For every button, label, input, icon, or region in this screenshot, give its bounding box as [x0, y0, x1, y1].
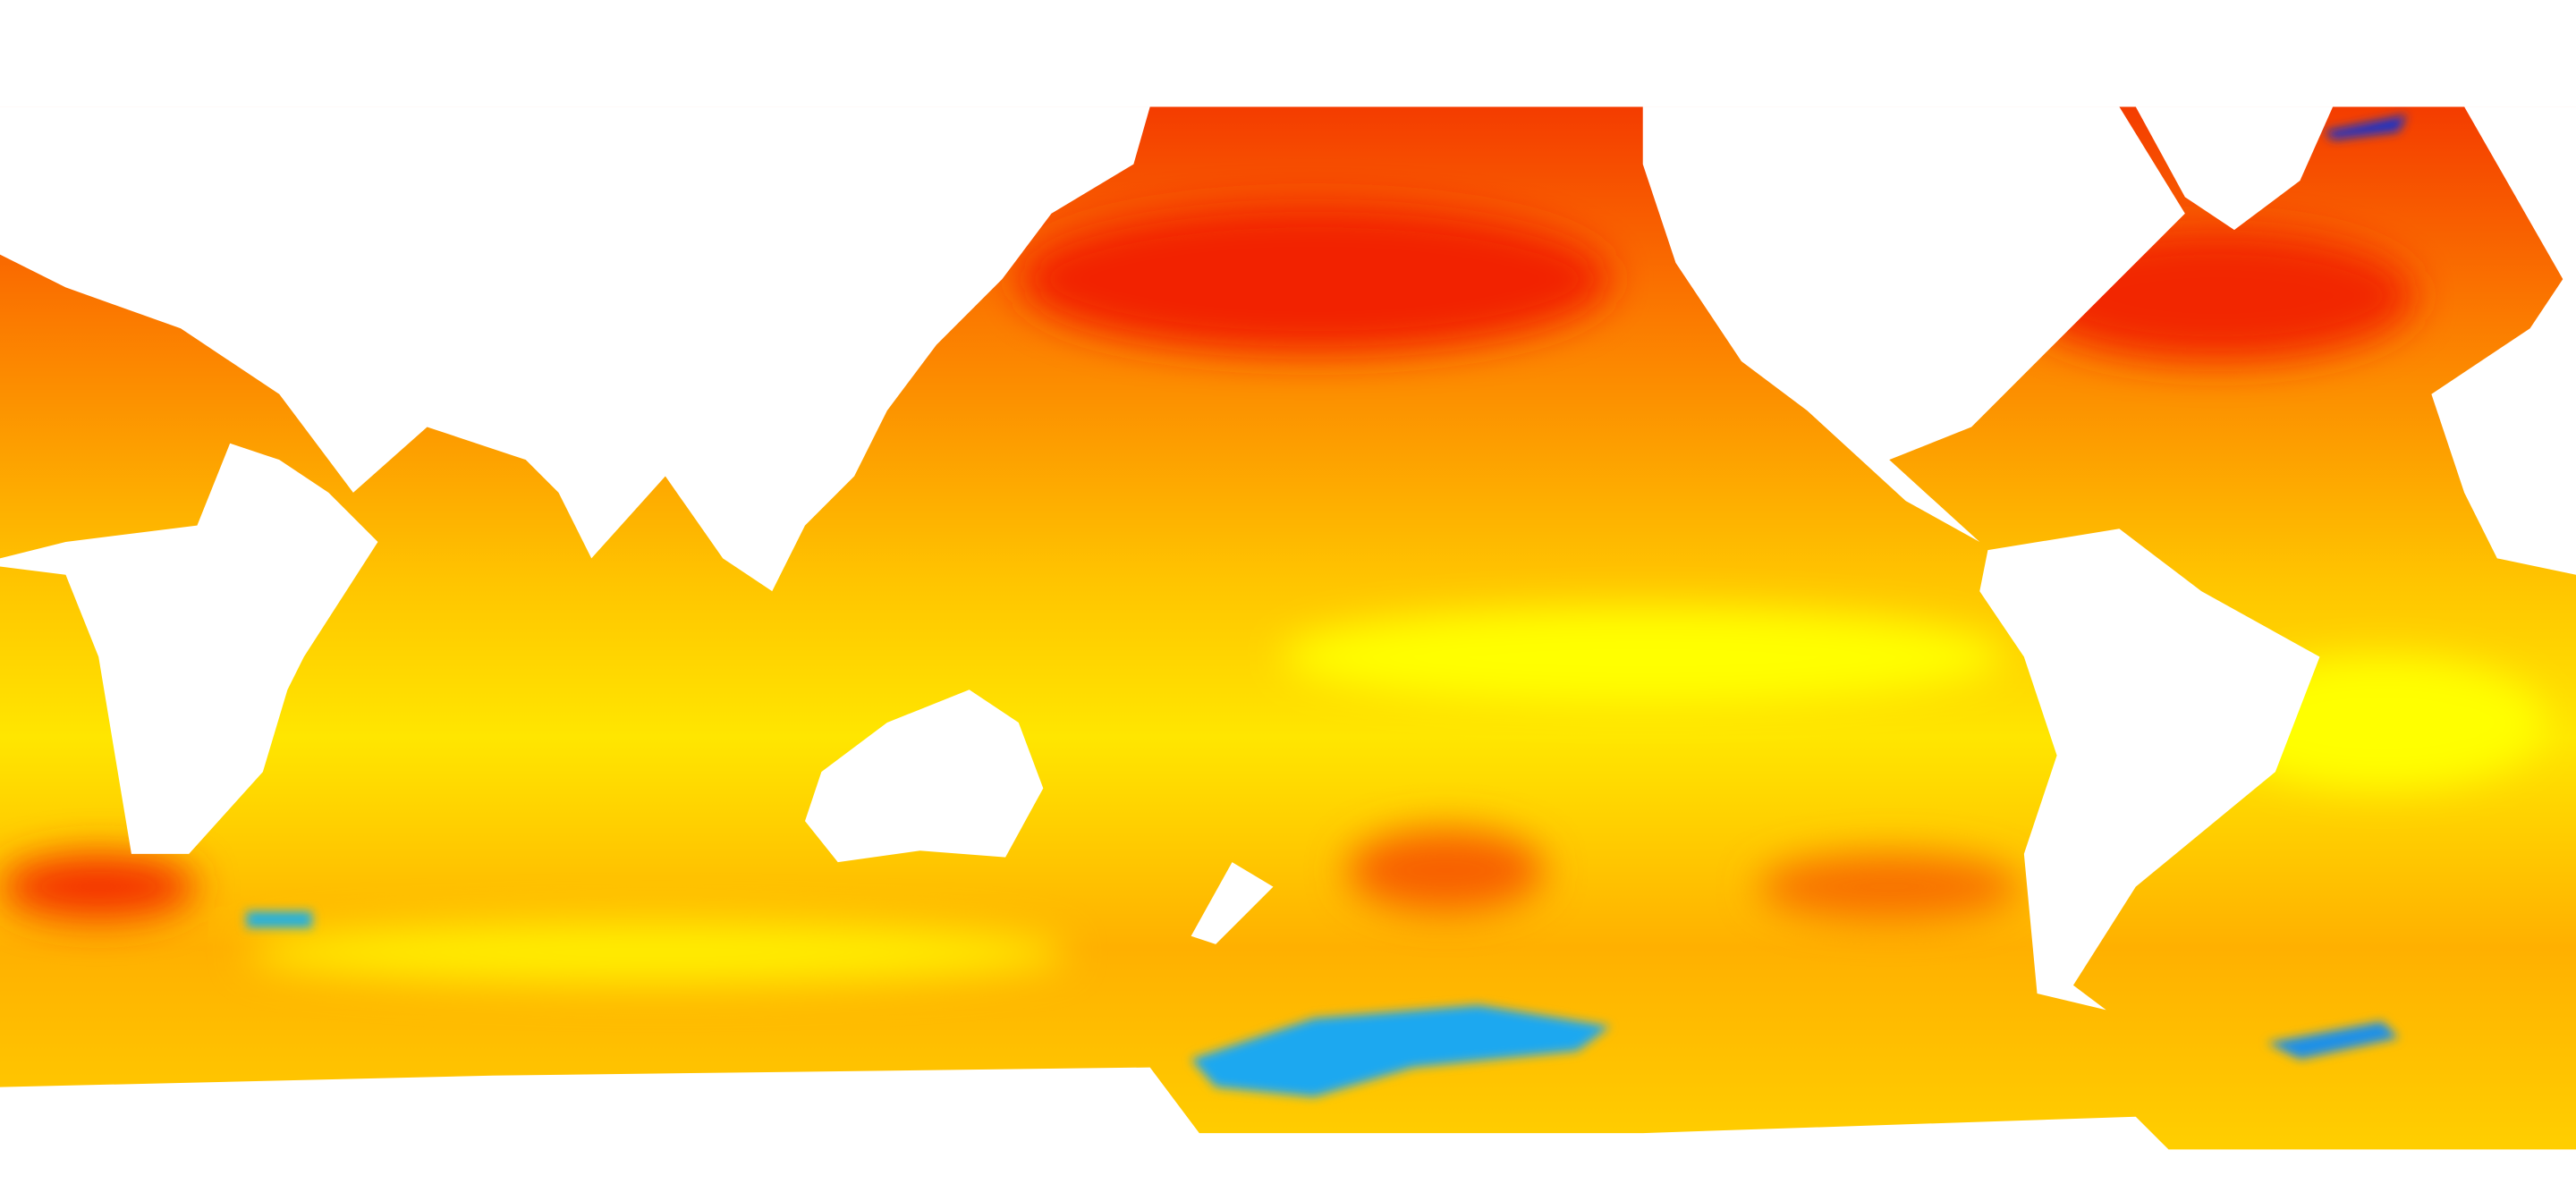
africa: [0, 443, 378, 854]
south-america: [1979, 529, 2320, 1011]
north-america: [1642, 106, 2185, 542]
eurasia: [0, 106, 1150, 592]
europe: [2431, 106, 2576, 575]
new-zealand: [1191, 862, 1274, 944]
greenland: [2135, 106, 2334, 231]
antarctica: [0, 1067, 2576, 1184]
top-margin: [0, 0, 2576, 107]
australia: [805, 689, 1044, 863]
